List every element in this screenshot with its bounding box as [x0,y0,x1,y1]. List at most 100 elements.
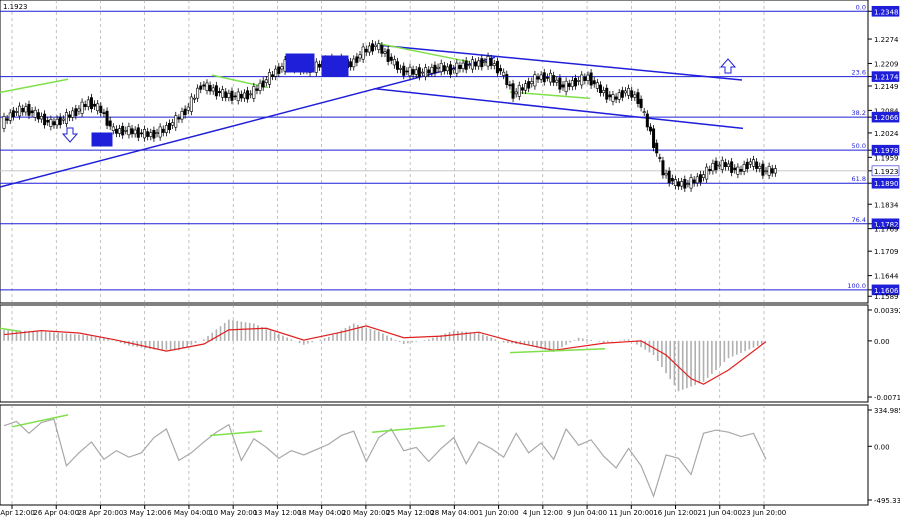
candle-body [442,65,446,72]
candle-body [258,82,262,91]
macd-panel [0,304,869,403]
candle-body [314,61,318,73]
candle-body [177,117,181,120]
candle-body [630,90,634,98]
candle-body [236,91,240,102]
candle-body [77,108,81,112]
candle-body [558,77,562,90]
price-axis-label: 1.2066 [874,114,899,122]
candle-body [761,163,765,176]
candle-body [520,87,524,91]
candle-body [214,85,218,97]
macd-divergence-line [0,327,21,333]
signal-box [321,55,349,77]
candle-body [758,166,762,169]
candle-body [174,115,178,128]
candle-body [692,179,696,184]
candle-body [96,103,100,112]
candle-body [193,97,197,100]
candle-body [645,113,649,128]
candle-body [652,128,656,148]
x-axis-label: 1 Jun 20:00 [479,509,519,517]
candle-body [252,86,256,99]
candle-body [570,80,574,87]
candle-body [5,118,9,121]
candle-body [186,106,190,111]
candle-body [623,90,627,94]
candle-body [552,75,556,83]
candle-body [380,45,384,54]
candle-body [27,104,31,116]
candle-body [2,116,6,129]
candle-body [736,166,740,175]
candle-body [586,74,590,81]
candle-body [377,43,381,50]
price-label-box [871,218,900,230]
candle-body [417,67,421,77]
candle-body [505,74,509,85]
candle-body [46,120,50,123]
candle-body [371,43,375,52]
candle-body [627,88,631,96]
fib-level-label: 76.4 [852,216,866,224]
candle-body [224,91,228,98]
x-axis-label: 22 Apr 12:00 [0,509,35,517]
candle-body [730,161,734,173]
candle-body [658,157,662,159]
x-axis-label: 13 May 12:00 [253,509,301,517]
candle-body [164,125,168,133]
candle-body [430,67,434,74]
x-axis-label: 10 May 20:00 [209,509,257,517]
candle-body [648,126,652,132]
candle-body [483,61,487,63]
candle-body [617,92,621,100]
candle-body [561,84,565,88]
price-axis-label: 1.2174 [874,74,899,82]
candle-body [470,59,474,70]
candle-body [242,92,246,99]
x-axis-label: 3 May 12:00 [123,509,167,517]
candle-body [664,172,668,176]
price-label-box [871,5,900,17]
candle-body [602,90,606,94]
candle-body [408,66,412,77]
candle-body [205,82,209,91]
candle-body [208,84,212,92]
candle-body [202,84,206,87]
candle-body [449,64,453,75]
candle-body [474,61,478,67]
price-axis-label: 1.1782 [874,221,899,229]
candle-body [392,59,396,66]
cci-divergence-line [209,430,263,437]
macd-indicator [0,319,767,392]
macd-signal-line [3,325,767,385]
candle-body [723,162,727,168]
x-axis-label: 6 May 04:00 [167,509,211,517]
candle-body [717,164,721,167]
candle-body [639,98,643,108]
candle-body [24,106,28,113]
candle-body [121,126,125,136]
candle-body [461,62,465,70]
candle-body [702,174,706,178]
candle-body [420,71,424,74]
price-label-box [871,165,900,177]
candle-body [358,54,362,59]
candle-body [261,80,265,88]
candle-body [108,120,112,127]
candle-body [93,103,97,107]
candle-body [402,65,406,76]
price-axis-label: 1.2274 [874,36,899,44]
candle-body [86,99,90,107]
candle-body [620,90,624,98]
candle-body [271,74,275,77]
candle-body [727,163,731,168]
candle-body [680,181,684,187]
fib-level-label: 38.2 [852,109,866,117]
candle-body [33,109,37,118]
cci-line [3,418,767,498]
x-axis-label: 4 Jun 12:00 [523,509,563,517]
